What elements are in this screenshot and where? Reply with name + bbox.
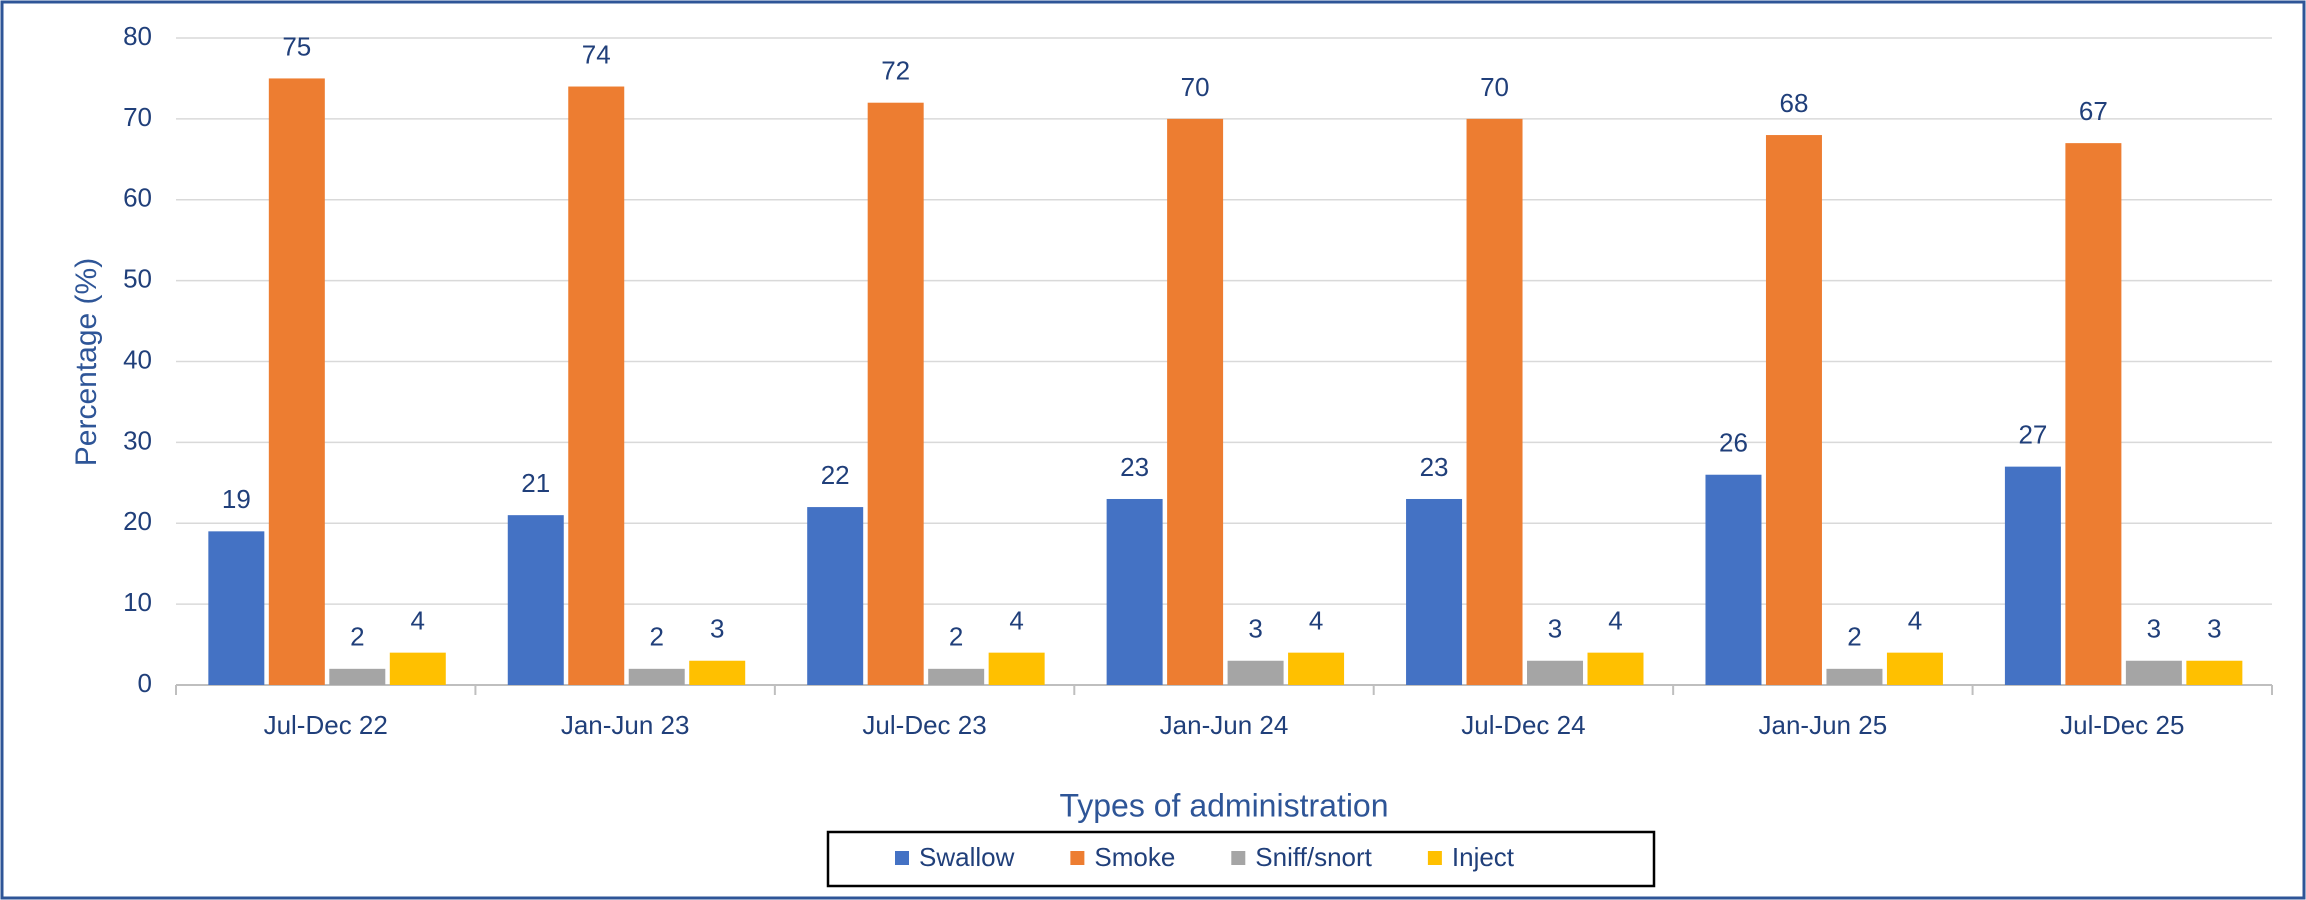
y-tick-label: 40 [123, 344, 152, 374]
legend-label: Inject [1452, 842, 1515, 872]
legend-label: Swallow [919, 842, 1015, 872]
bar [1288, 652, 1345, 685]
data-label: 2 [649, 622, 663, 652]
data-label: 4 [1309, 606, 1323, 636]
data-label: 4 [1009, 606, 1023, 636]
legend-label: Sniff/snort [1255, 842, 1372, 872]
x-tick-label: Jul-Dec 25 [2060, 710, 2184, 740]
bar [1466, 118, 1523, 685]
x-tick-label: Jan-Jun 24 [1160, 710, 1289, 740]
legend-swatch [1231, 851, 1246, 865]
data-label: 74 [582, 39, 611, 69]
data-label: 21 [521, 468, 550, 498]
bar [628, 668, 685, 685]
legend-swatch [1427, 851, 1442, 865]
bar [1587, 652, 1644, 685]
y-axis-title: Percentage (%) [70, 258, 103, 466]
data-label: 4 [1908, 606, 1922, 636]
data-label: 19 [222, 484, 251, 514]
bar [928, 668, 985, 685]
bar [1406, 498, 1463, 685]
bar [867, 102, 924, 685]
x-axis-title: Types of administration [1059, 787, 1388, 823]
bar [329, 668, 386, 685]
data-label: 4 [1608, 606, 1622, 636]
legend-label: Smoke [1094, 842, 1175, 872]
bar [1886, 652, 1943, 685]
y-tick-label: 20 [123, 506, 152, 536]
x-tick-label: Jul-Dec 22 [264, 710, 388, 740]
bar [568, 86, 625, 685]
data-label: 2 [1847, 622, 1861, 652]
x-tick-label: Jul-Dec 23 [862, 710, 986, 740]
x-tick-label: Jan-Jun 23 [561, 710, 690, 740]
data-label: 3 [1248, 614, 1262, 644]
data-label: 23 [1420, 452, 1449, 482]
data-label: 26 [1719, 428, 1748, 458]
bar [2125, 660, 2182, 685]
data-label: 4 [411, 606, 425, 636]
bar [2186, 660, 2243, 685]
bar [807, 507, 864, 685]
bar [689, 660, 746, 685]
data-label: 68 [1780, 88, 1809, 118]
legend-swatch [1070, 851, 1085, 865]
bar [2065, 143, 2122, 685]
data-label: 72 [881, 56, 910, 86]
bar [1826, 668, 1883, 685]
data-label: 70 [1181, 72, 1210, 102]
legend-swatch [895, 851, 909, 865]
bar [1705, 474, 1762, 685]
data-label: 3 [2147, 614, 2161, 644]
bar [1167, 118, 1224, 685]
bar [2004, 466, 2061, 685]
bar [1227, 660, 1284, 685]
y-tick-label: 50 [123, 264, 152, 294]
y-tick-label: 30 [123, 425, 152, 455]
data-label: 2 [350, 622, 364, 652]
y-tick-label: 70 [123, 102, 152, 132]
data-label: 22 [821, 460, 850, 490]
bar [1527, 660, 1584, 685]
data-label: 3 [1548, 614, 1562, 644]
data-label: 67 [2079, 96, 2108, 126]
y-tick-label: 0 [138, 668, 152, 698]
data-label: 70 [1480, 72, 1509, 102]
y-tick-label: 60 [123, 183, 152, 213]
data-label: 3 [710, 614, 724, 644]
x-tick-label: Jul-Dec 24 [1461, 710, 1585, 740]
data-label: 2 [949, 622, 963, 652]
bar [208, 531, 265, 685]
bar [1106, 498, 1163, 685]
bar [389, 652, 446, 685]
y-tick-label: 80 [123, 21, 152, 51]
bar [1765, 135, 1822, 686]
bar [988, 652, 1045, 685]
y-tick-label: 10 [123, 587, 152, 617]
data-label: 23 [1120, 452, 1149, 482]
bar [268, 78, 325, 685]
x-tick-label: Jan-Jun 25 [1759, 710, 1888, 740]
data-label: 27 [2018, 420, 2047, 450]
bar [507, 515, 564, 685]
data-label: 75 [282, 31, 311, 61]
data-label: 3 [2207, 614, 2221, 644]
